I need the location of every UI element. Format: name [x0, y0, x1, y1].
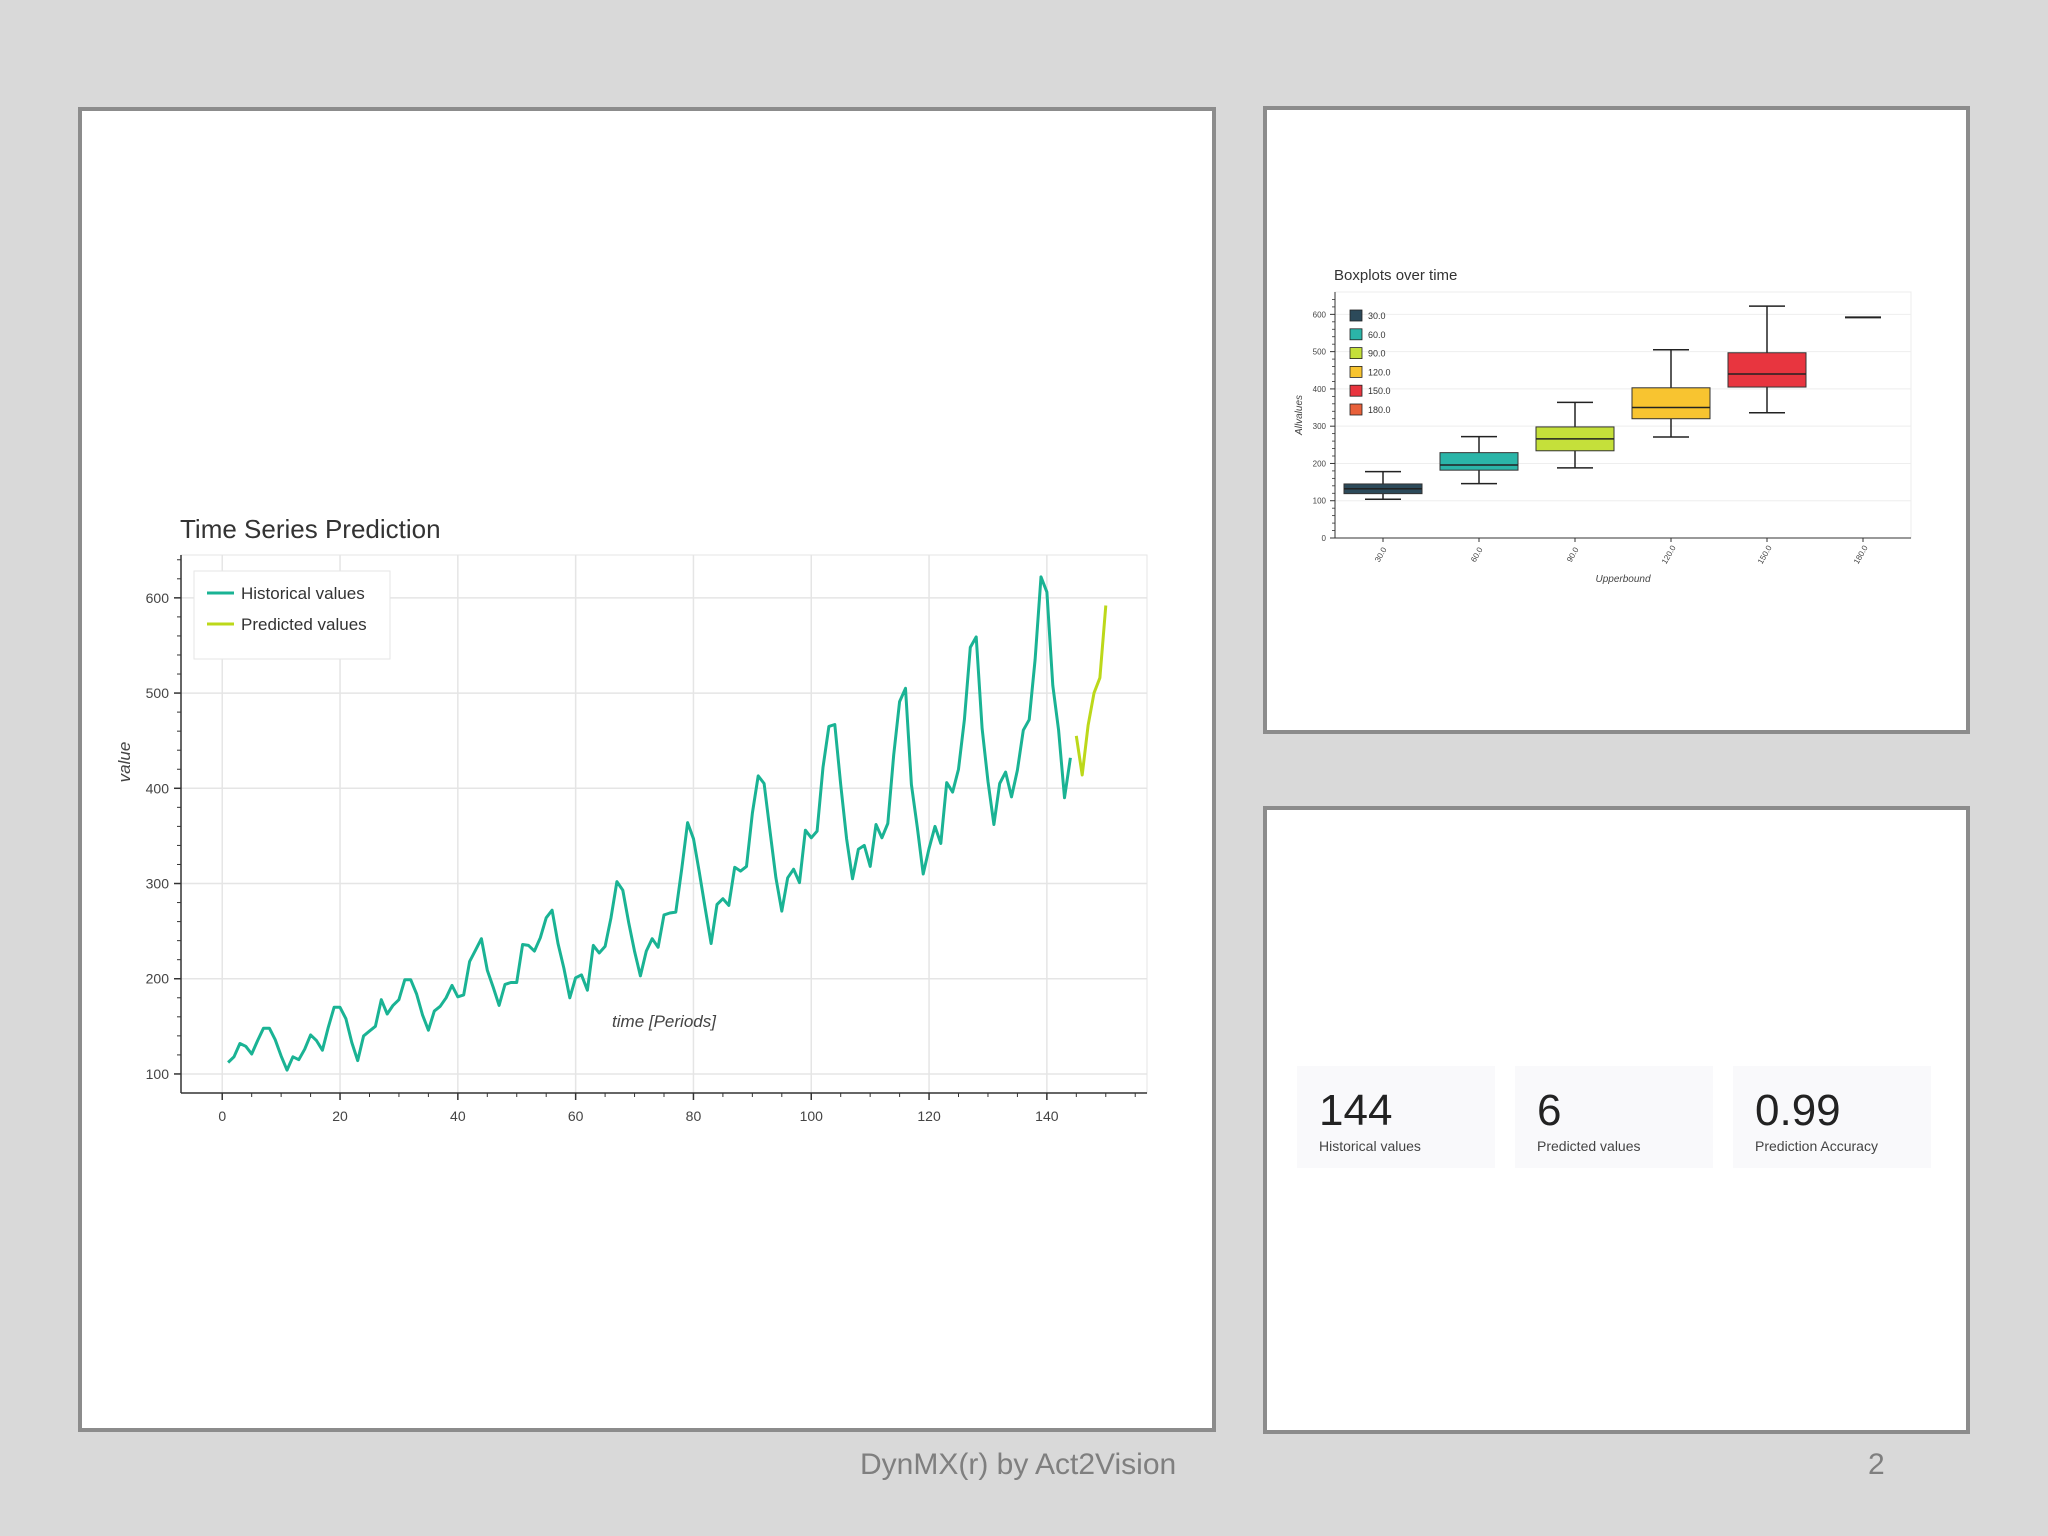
stats-panel: 144 Historical values 6 Predicted values…	[1263, 806, 1970, 1434]
boxplot-chart: 0 100 200 300 400 500 600 30.0 60.0 90.0 120.0 150.…	[1294, 267, 1912, 585]
box-legend-label: 60.0	[1368, 330, 1386, 340]
box-legend-swatch	[1349, 384, 1363, 397]
x-tick-label: 140	[1035, 1108, 1059, 1124]
box-legend-label: 120.0	[1368, 367, 1391, 377]
chart-title: Time Series Prediction	[180, 514, 441, 544]
box-y-tick-label: 600	[1313, 310, 1327, 319]
y-tick-label: 200	[146, 971, 170, 987]
stat-value: 144	[1319, 1086, 1393, 1135]
y-tick-label: 500	[146, 685, 170, 701]
box-legend-label: 90.0	[1368, 349, 1386, 359]
box-legend-swatch	[1349, 403, 1363, 416]
stat-label: Historical values	[1319, 1138, 1421, 1154]
box-x-tick-label: 60.0	[1469, 545, 1485, 563]
box-legend-label: 180.0	[1368, 405, 1391, 415]
legend-box	[193, 570, 391, 660]
box-x-tick-label: 180.0	[1852, 543, 1870, 565]
page-number: 2	[1868, 1448, 1885, 1481]
series-line-predicted	[1074, 605, 1108, 777]
stat-card-accuracy: 0.99 Prediction Accuracy	[1733, 1066, 1931, 1168]
stat-value: 6	[1537, 1086, 1562, 1135]
stat-value: 0.99	[1755, 1086, 1841, 1135]
time-series-panel: 0 20 40 60 80 100 120 140 100 200 300 400 500 600 Time…	[78, 107, 1216, 1432]
box-x-tick-label: 90.0	[1565, 545, 1581, 563]
box-legend-label: 30.0	[1368, 311, 1386, 321]
footer-text: DynMX(r) by Act2Vision	[860, 1448, 1177, 1481]
y-tick-label: 600	[146, 590, 170, 606]
stat-label: Predicted values	[1537, 1138, 1641, 1154]
x-axis-label: time [Periods]	[612, 1012, 717, 1031]
box-chart-title: Boxplots over time	[1334, 267, 1457, 284]
box-x-tick-label: 30.0	[1373, 545, 1389, 563]
box-y-tick-label: 300	[1313, 422, 1327, 431]
box-x-axis-label: Upperbound	[1595, 574, 1650, 585]
box-x-tick-label: 120.0	[1660, 543, 1678, 565]
x-tick-label: 80	[686, 1108, 702, 1124]
box-y-tick-label: 0	[1322, 534, 1327, 543]
box-legend-swatch	[1349, 347, 1363, 360]
x-tick-label: 40	[450, 1108, 466, 1124]
boxplot-panel: 0 100 200 300 400 500 600 30.0 60.0 90.0 120.0 150.…	[1263, 106, 1970, 734]
box-y-tick-label: 100	[1313, 497, 1327, 506]
x-tick-label: 60	[568, 1108, 584, 1124]
time-series-chart: 0 20 40 60 80 100 120 140 100 200 300 400 500 600 Time…	[115, 514, 1148, 1124]
box-rect	[1727, 352, 1807, 388]
stat-label: Prediction Accuracy	[1755, 1138, 1878, 1154]
box-y-axis-label: Allvalues	[1294, 395, 1305, 436]
box-y-tick-label: 200	[1313, 459, 1327, 468]
box-y-tick-label: 400	[1313, 385, 1327, 394]
box-y-tick-label: 500	[1313, 348, 1327, 357]
stat-card-predicted: 6 Predicted values	[1515, 1066, 1713, 1168]
box-rect	[1439, 452, 1519, 471]
series-line-historical	[227, 575, 1072, 1072]
legend-label: Predicted values	[241, 615, 367, 634]
box-legend-swatch	[1349, 328, 1363, 341]
box-legend-swatch	[1349, 365, 1363, 378]
y-tick-label: 400	[146, 780, 170, 796]
box-legend-label: 150.0	[1368, 386, 1391, 396]
box-rect	[1631, 387, 1711, 420]
y-axis-label: value	[115, 742, 134, 783]
y-tick-label: 100	[146, 1066, 170, 1082]
x-tick-label: 0	[218, 1108, 226, 1124]
x-tick-label: 20	[332, 1108, 348, 1124]
x-tick-label: 120	[917, 1108, 941, 1124]
legend-label: Historical values	[241, 584, 365, 603]
box-plot-area	[1334, 291, 1912, 539]
box-legend-swatch	[1349, 309, 1363, 322]
x-tick-label: 100	[800, 1108, 824, 1124]
stat-card-historical: 144 Historical values	[1297, 1066, 1495, 1168]
box-x-tick-label: 150.0	[1756, 543, 1774, 565]
y-tick-label: 300	[146, 876, 170, 892]
